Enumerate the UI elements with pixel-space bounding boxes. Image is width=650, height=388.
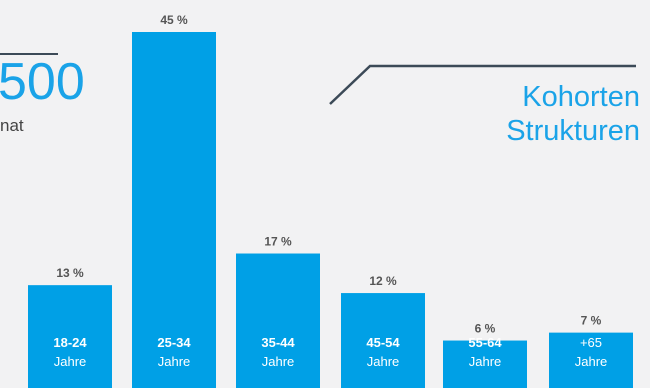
category-sublabel: Jahre [158,354,191,369]
value-label: 6 % [475,322,496,336]
headline-value: 500 [0,53,85,111]
bar-35-44 [236,253,320,388]
cohort-title-line1: Kohorten [522,81,640,113]
value-label: 45 % [160,13,188,27]
category-label: +65 [580,335,602,350]
category-sublabel: Jahre [469,354,502,369]
category-label: 35-44 [261,335,295,350]
bar-25-34 [132,32,216,388]
category-sublabel: Jahre [367,354,400,369]
value-label: 17 % [264,235,292,249]
category-label: 45-54 [366,335,400,350]
value-label: 12 % [369,274,397,288]
bar-55-64 [443,340,527,388]
category-sublabel: Jahre [575,354,608,369]
category-sublabel: Jahre [54,354,87,369]
category-label: 55-64 [468,335,502,350]
value-label: 7 % [581,314,602,328]
bar-+65 [549,332,633,388]
category-sublabel: Jahre [262,354,295,369]
bar-45-54 [341,293,425,388]
cohort-title-line2: Strukturen [506,115,640,147]
cohort-title: Kohorten Strukturen [460,80,640,148]
category-label: 25-34 [157,335,191,350]
category-label: 18-24 [53,335,87,350]
cohort-bracket-line [329,64,636,105]
bar-18-24 [28,285,112,388]
headline-subtitle: nat [0,116,24,135]
value-label: 13 % [56,266,84,280]
